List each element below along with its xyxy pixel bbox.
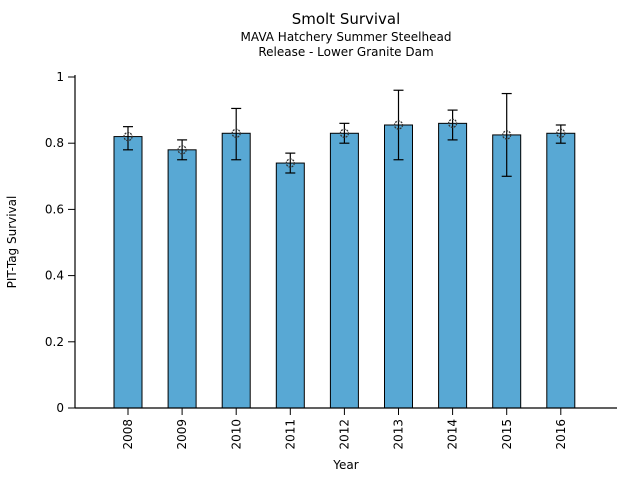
y-tick-label: 0.2 <box>45 335 64 349</box>
y-tick-label: 1 <box>56 70 64 84</box>
point-marker-2012 <box>339 128 350 138</box>
point-marker-2010 <box>231 128 241 138</box>
point-marker-2015 <box>502 130 512 140</box>
point-marker-2009 <box>177 145 187 155</box>
bar-2011 <box>275 162 305 409</box>
bar-2013 <box>384 124 413 409</box>
chart-subtitle-line2: Release - Lower Granite Dam <box>258 45 433 59</box>
chart-title: Smolt Survival <box>292 10 401 28</box>
x-tick-label-2010: 2010 <box>229 419 243 450</box>
bar-2016 <box>546 132 576 409</box>
bar-2014 <box>438 122 468 409</box>
x-tick-label-2014: 2014 <box>446 419 460 450</box>
chart-subtitle-line1: MAVA Hatchery Summer Steelhead <box>241 30 452 44</box>
y-tick-label: 0 <box>56 401 64 415</box>
point-marker-2014 <box>447 118 458 128</box>
bar-2015 <box>492 134 522 409</box>
y-tick-label: 0.4 <box>45 269 64 283</box>
x-tick-label-2011: 2011 <box>283 419 297 450</box>
y-tick-label: 0.8 <box>45 136 64 150</box>
x-tick-label-2009: 2009 <box>175 419 189 450</box>
point-marker-2013 <box>393 120 404 130</box>
plot-area: 0 0.2 0.4 0.6 0.8 1 2008 2009 2010 2011 2012 2013 20… <box>45 70 617 450</box>
y-axis-title: PIT-Tag Survival <box>5 196 19 289</box>
x-tick-label-2016: 2016 <box>554 419 568 450</box>
x-tick-label-2015: 2015 <box>500 419 514 450</box>
bar-2009 <box>167 149 197 409</box>
x-axis-title: Year <box>332 458 358 472</box>
bar-2008 <box>113 136 143 409</box>
bar-2010 <box>221 132 251 409</box>
x-tick-label-2012: 2012 <box>337 419 351 450</box>
bar-2012 <box>329 132 359 409</box>
point-marker-2008 <box>123 131 133 142</box>
y-tick-label: 0.6 <box>45 202 64 216</box>
x-tick-label-2008: 2008 <box>121 419 135 450</box>
point-marker-2016 <box>556 128 566 138</box>
point-marker-2011 <box>285 158 295 168</box>
x-tick-label-2013: 2013 <box>392 419 406 450</box>
